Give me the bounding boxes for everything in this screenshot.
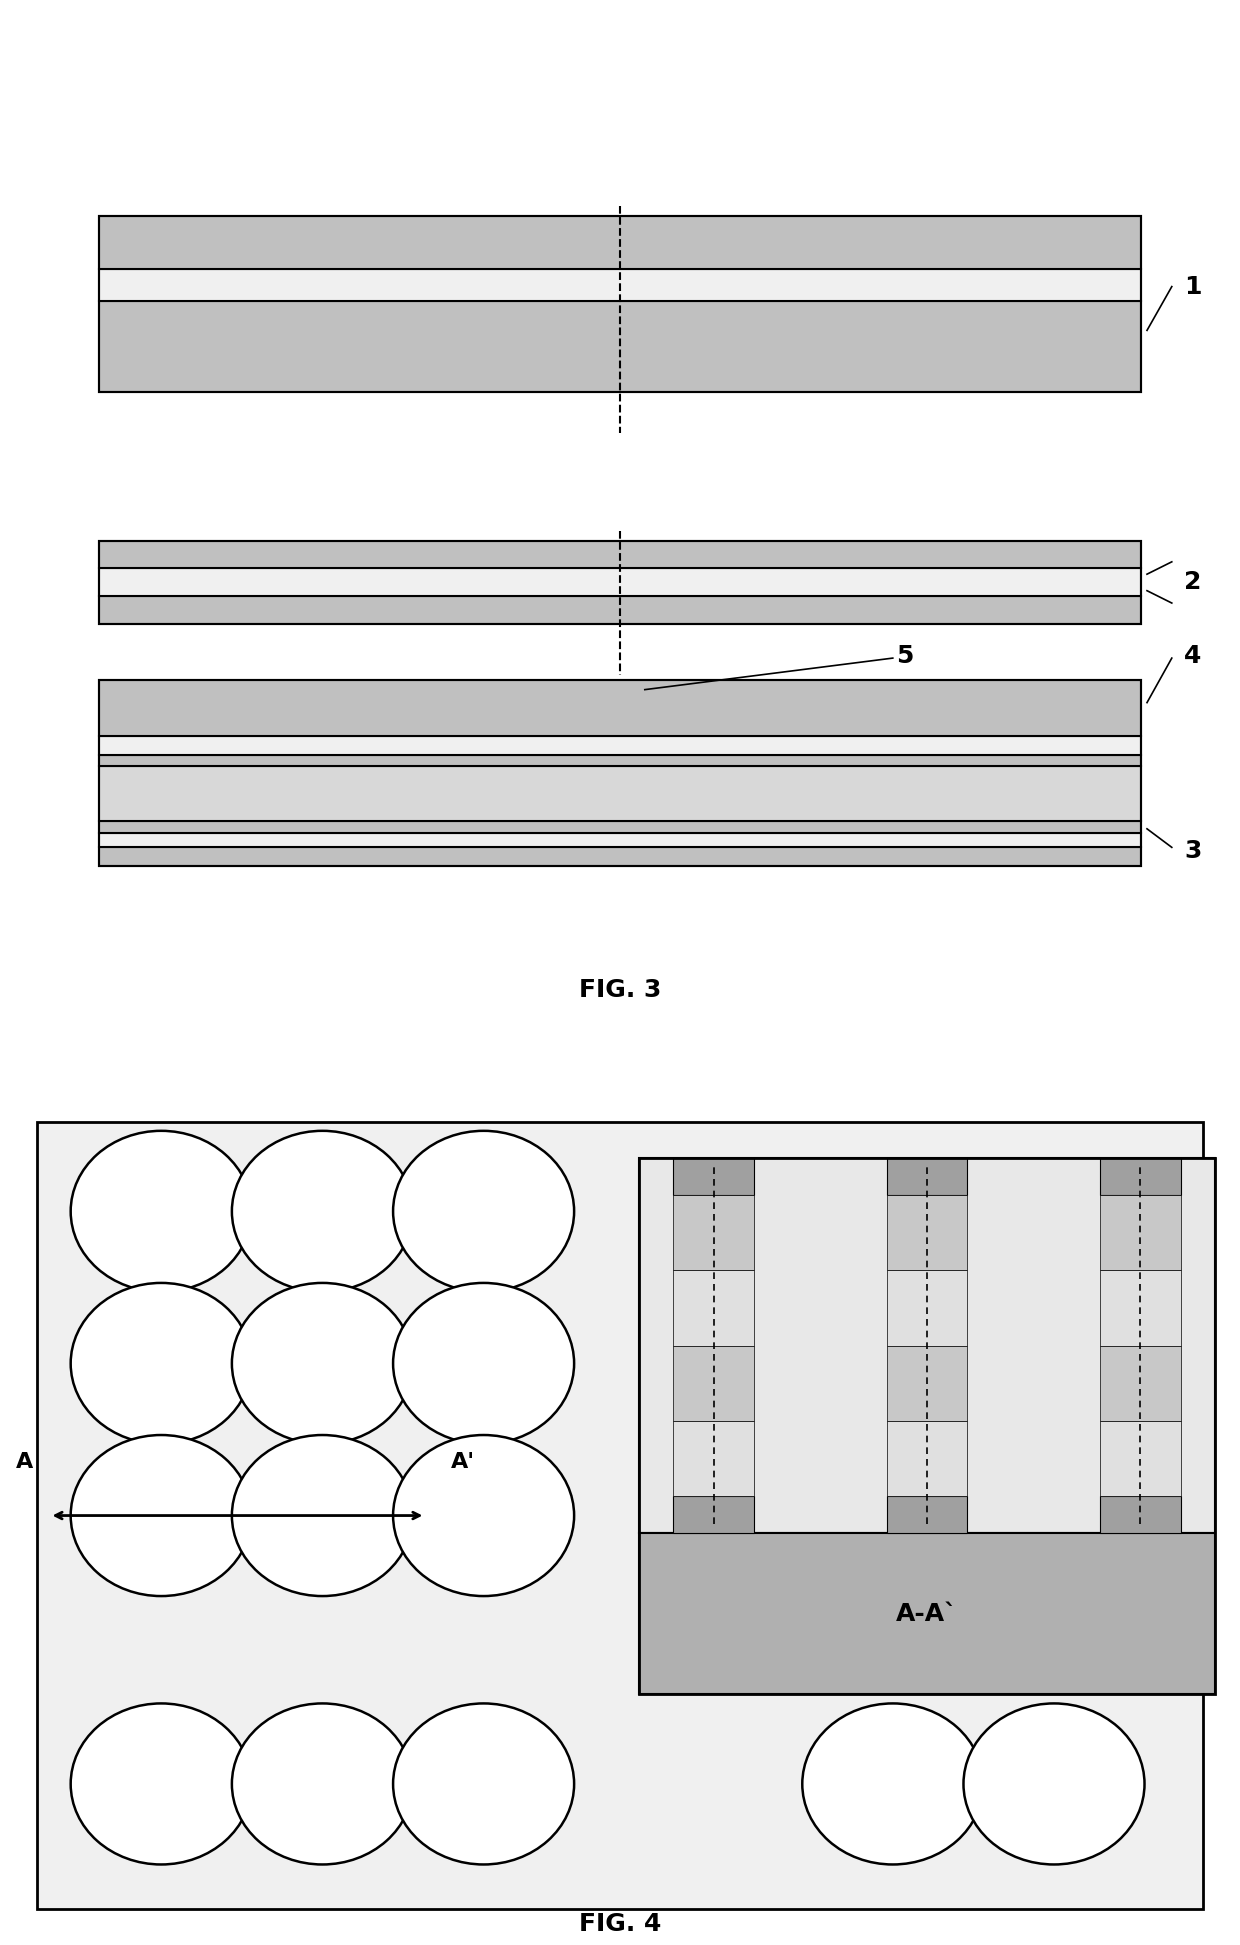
- Bar: [673, 1496, 754, 1533]
- Bar: [99, 821, 1141, 832]
- Bar: [1100, 1346, 1180, 1420]
- Ellipse shape: [71, 1704, 252, 1865]
- Bar: [887, 1270, 967, 1346]
- Bar: [99, 848, 1141, 866]
- Bar: [99, 735, 1141, 755]
- Bar: [99, 568, 1141, 597]
- Bar: [639, 1533, 1215, 1694]
- Ellipse shape: [71, 1284, 252, 1443]
- Bar: [99, 681, 1141, 866]
- Ellipse shape: [232, 1435, 413, 1597]
- Bar: [99, 681, 1141, 735]
- Ellipse shape: [963, 1704, 1145, 1865]
- Bar: [887, 1196, 967, 1270]
- Bar: [99, 832, 1141, 848]
- Bar: [673, 1270, 754, 1346]
- Ellipse shape: [232, 1704, 413, 1865]
- Ellipse shape: [232, 1130, 413, 1291]
- Text: 2: 2: [1184, 570, 1202, 595]
- Text: FIG. 3: FIG. 3: [579, 978, 661, 1002]
- Bar: [639, 1157, 1215, 1694]
- Ellipse shape: [71, 1130, 252, 1291]
- Bar: [1100, 1496, 1180, 1533]
- Bar: [99, 301, 1141, 391]
- Bar: [1100, 1420, 1180, 1496]
- Ellipse shape: [232, 1284, 413, 1443]
- Bar: [887, 1420, 967, 1496]
- Bar: [1100, 1157, 1180, 1196]
- Bar: [673, 1196, 754, 1270]
- Text: 3: 3: [1184, 838, 1202, 864]
- Bar: [37, 1122, 1203, 1910]
- Bar: [673, 1346, 754, 1420]
- Ellipse shape: [393, 1435, 574, 1597]
- Text: 1: 1: [1184, 274, 1202, 300]
- Ellipse shape: [393, 1704, 574, 1865]
- Bar: [99, 755, 1141, 766]
- Bar: [887, 1346, 967, 1420]
- Ellipse shape: [71, 1435, 252, 1597]
- Ellipse shape: [393, 1130, 574, 1291]
- Bar: [99, 216, 1141, 268]
- Bar: [1100, 1196, 1180, 1270]
- Text: A': A': [450, 1451, 475, 1472]
- Text: A-A`: A-A`: [897, 1603, 957, 1626]
- Text: 4: 4: [1184, 644, 1202, 669]
- Ellipse shape: [393, 1284, 574, 1443]
- Bar: [99, 268, 1141, 301]
- Text: FIG. 4: FIG. 4: [579, 1912, 661, 1935]
- Bar: [99, 541, 1141, 624]
- Bar: [1100, 1270, 1180, 1346]
- Bar: [99, 541, 1141, 568]
- Ellipse shape: [802, 1704, 983, 1865]
- Text: 5: 5: [897, 644, 914, 669]
- Bar: [673, 1420, 754, 1496]
- Bar: [673, 1157, 754, 1196]
- Bar: [887, 1496, 967, 1533]
- Bar: [99, 216, 1141, 391]
- Bar: [99, 766, 1141, 821]
- Text: A: A: [16, 1451, 33, 1472]
- Bar: [887, 1157, 967, 1196]
- Bar: [99, 597, 1141, 624]
- Bar: [639, 1157, 1215, 1533]
